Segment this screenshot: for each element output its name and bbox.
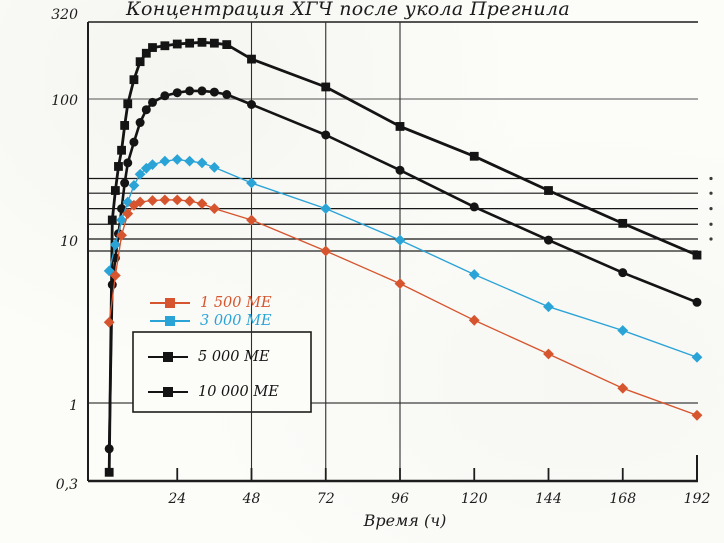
circle-marker-icon <box>163 352 173 362</box>
legend-item-1500: 1 500 МЕ <box>150 294 272 312</box>
x-tick-label-120: 120 <box>460 491 488 507</box>
circle-marker-icon <box>165 298 175 308</box>
legend-item-3000: 3 000 МЕ <box>150 312 272 330</box>
legend-item-10000: 10 000 МЕ <box>148 383 279 401</box>
legend-label: 5 000 МЕ <box>198 349 270 365</box>
square-marker-icon <box>163 387 173 397</box>
x-tick-label-48: 48 <box>242 491 261 507</box>
legend-label: 1 500 МЕ <box>200 295 272 311</box>
x-tick-label-72: 72 <box>316 491 335 507</box>
x-tick-label-24: 24 <box>168 491 187 507</box>
x-tick-label-192: 192 <box>683 491 711 507</box>
y-tick-label-1: 1 <box>69 398 78 414</box>
legend-item-5000: 5 000 МЕ <box>148 348 270 366</box>
legend-swatch-5000 <box>148 351 188 363</box>
x-tick-label-144: 144 <box>535 491 562 507</box>
x-axis-title: Время (ч) <box>363 511 447 530</box>
y-tick-label-100: 100 <box>51 93 78 109</box>
chart-title: Концентрация ХГЧ после укола Прегнила <box>126 0 570 20</box>
legend-swatch-10000 <box>148 386 188 398</box>
legend-swatch-3000 <box>150 315 190 327</box>
legend-swatch-1500 <box>150 297 190 309</box>
legend-label: 10 000 МЕ <box>198 384 279 400</box>
circle-marker-icon <box>165 316 175 326</box>
y-tick-label-320: 320 <box>51 7 78 24</box>
y-tick-label-0-3: 0,3 <box>55 477 78 494</box>
legend-label: 3 000 МЕ <box>200 313 272 329</box>
x-tick-label-96: 96 <box>391 491 409 507</box>
y-tick-label-10: 10 <box>60 234 78 250</box>
x-tick-label-168: 168 <box>609 491 637 507</box>
